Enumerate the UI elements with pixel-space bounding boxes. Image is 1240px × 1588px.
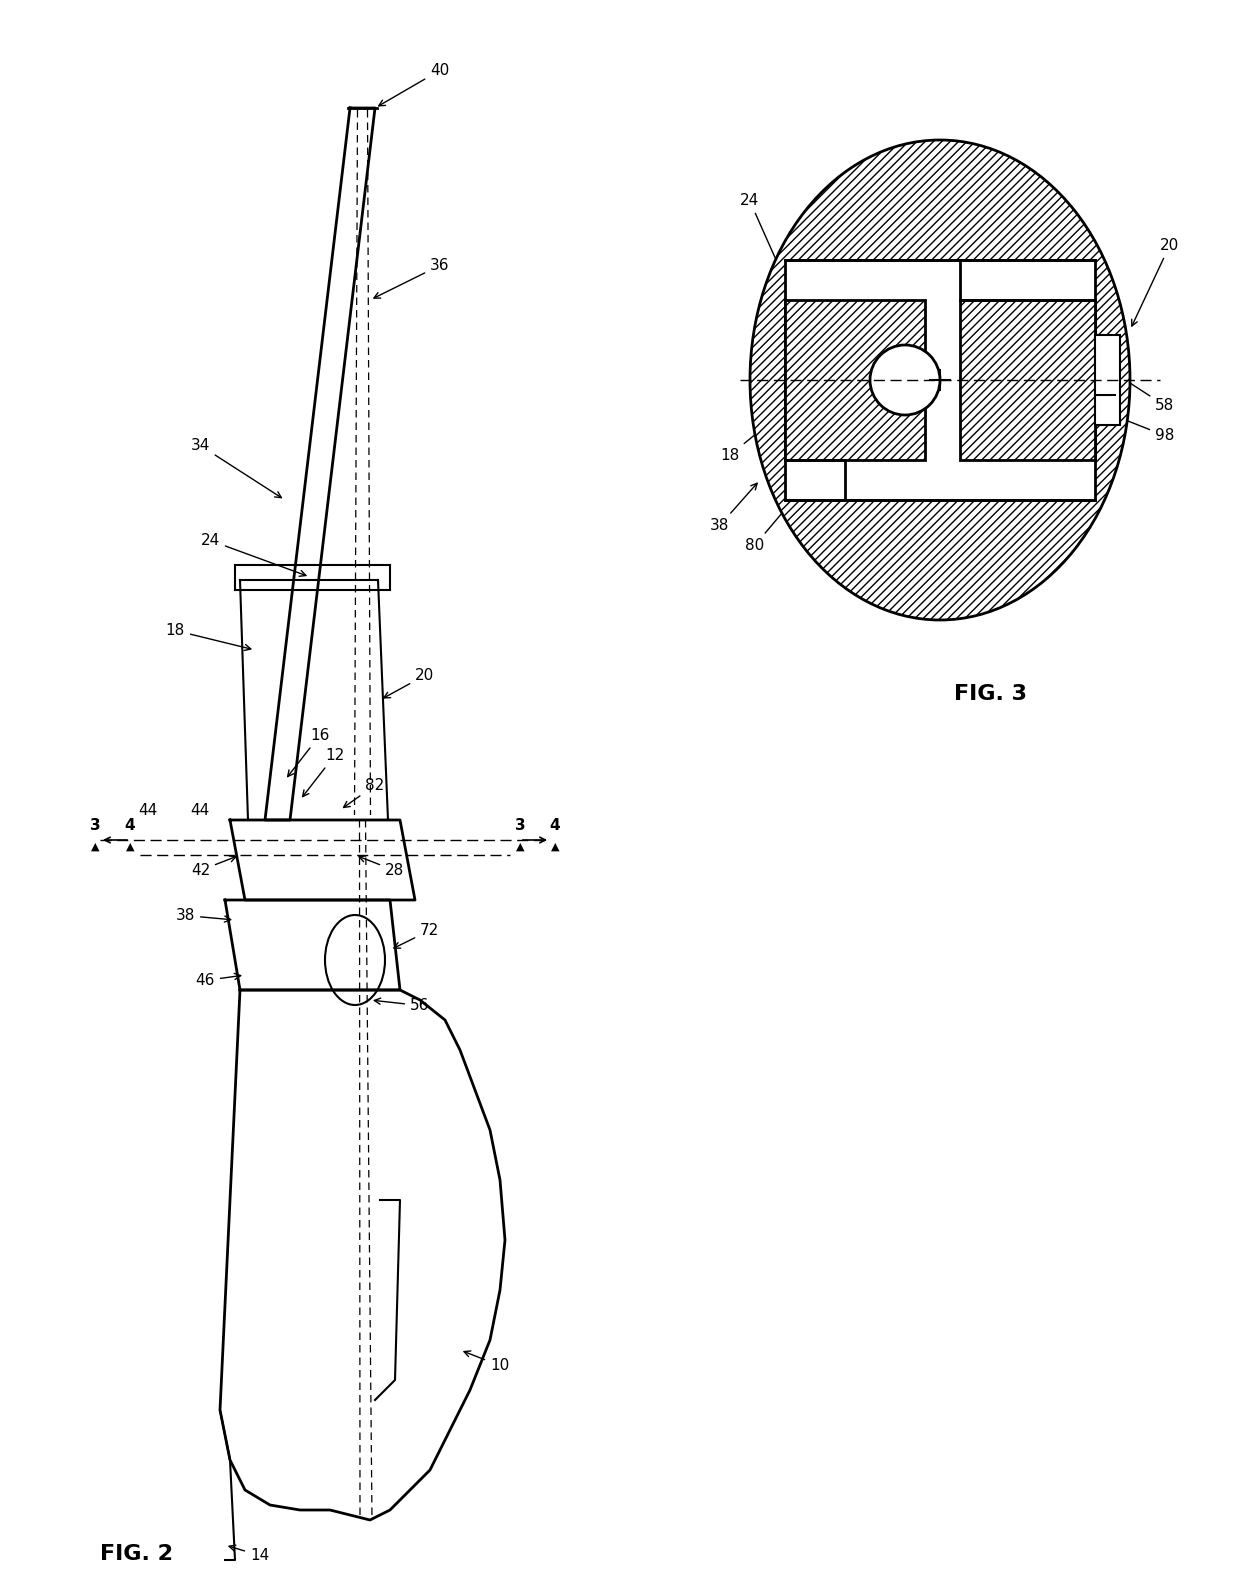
Text: 72: 72	[394, 923, 439, 948]
Text: 4: 4	[549, 818, 560, 834]
Text: FIG. 3: FIG. 3	[954, 684, 1027, 703]
Text: 44: 44	[191, 804, 210, 818]
Text: 84: 84	[908, 503, 970, 557]
Text: 34: 34	[191, 438, 281, 497]
Text: 3: 3	[515, 818, 526, 834]
Text: ▲: ▲	[125, 842, 134, 853]
Text: 20: 20	[1132, 238, 1179, 326]
Text: 48: 48	[866, 183, 884, 256]
Text: 98: 98	[1104, 411, 1174, 443]
Text: 40: 40	[378, 64, 449, 106]
Text: 90: 90	[800, 238, 848, 316]
Bar	[785, 300, 925, 461]
Text: 3: 3	[89, 818, 100, 834]
Text: 24: 24	[201, 534, 306, 576]
Polygon shape	[265, 108, 374, 819]
Bar	[1095, 335, 1120, 426]
Bar	[960, 300, 1095, 461]
Polygon shape	[229, 819, 415, 900]
Text: 36: 36	[374, 257, 449, 299]
Text: 56: 56	[374, 997, 429, 1013]
Text: 20: 20	[384, 669, 434, 697]
Text: 42: 42	[191, 856, 236, 878]
Bar	[785, 260, 1095, 500]
Text: 14: 14	[229, 1545, 269, 1563]
Text: 46: 46	[196, 973, 241, 988]
Bar	[785, 300, 925, 461]
Text: 24: 24	[740, 194, 784, 276]
Text: 10: 10	[464, 1351, 510, 1374]
Text: 82: 82	[343, 778, 384, 808]
Text: ▲: ▲	[516, 842, 525, 853]
Text: 38: 38	[176, 908, 231, 923]
Text: FIG. 2: FIG. 2	[100, 1544, 174, 1564]
Text: ▲: ▲	[551, 842, 559, 853]
Text: 4: 4	[125, 818, 135, 834]
Text: 58: 58	[1114, 372, 1174, 413]
Text: 16: 16	[288, 727, 330, 777]
Polygon shape	[241, 580, 396, 819]
Text: 38: 38	[711, 483, 758, 534]
Bar	[960, 300, 1095, 461]
Text: 82: 82	[1011, 194, 1059, 295]
Text: 44: 44	[139, 804, 157, 818]
Text: 18: 18	[166, 622, 250, 651]
Polygon shape	[224, 900, 401, 989]
Text: 22: 22	[839, 505, 861, 557]
Text: 10: 10	[920, 183, 940, 256]
Text: 80: 80	[745, 483, 807, 553]
Ellipse shape	[870, 345, 940, 414]
Text: 28: 28	[360, 856, 404, 878]
Ellipse shape	[750, 140, 1130, 619]
Polygon shape	[219, 989, 505, 1520]
Text: 12: 12	[303, 748, 345, 797]
Text: ▲: ▲	[91, 842, 99, 853]
Text: 18: 18	[720, 413, 781, 464]
